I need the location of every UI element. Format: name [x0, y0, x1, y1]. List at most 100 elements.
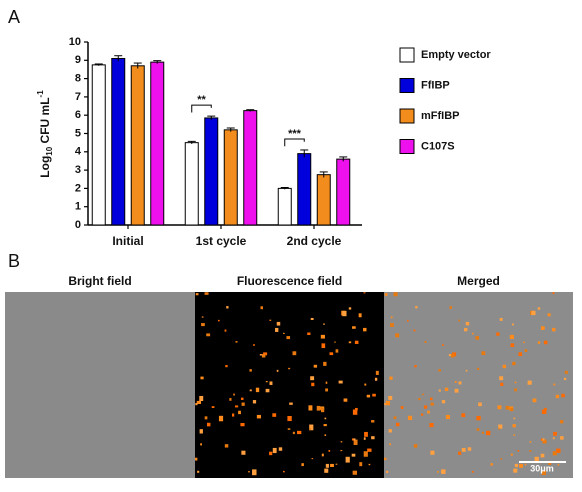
fluorescent-spot [240, 422, 245, 427]
fluorescent-spot [351, 438, 355, 441]
merged-spot [444, 387, 449, 392]
fluorescent-spot [325, 381, 328, 384]
fluorescent-spot [321, 453, 324, 457]
merged-spot [393, 416, 397, 420]
fluorescent-spot [311, 457, 314, 460]
y-tick-label: 5 [75, 127, 81, 139]
fluorescent-spot [275, 327, 279, 332]
fluorescent-spot [253, 344, 255, 346]
significance-bracket [284, 138, 305, 147]
merged-spot [413, 444, 418, 448]
fluorescent-spot [201, 323, 205, 327]
merged-spot [524, 349, 528, 352]
merged-spot [556, 448, 561, 453]
merged-spot [465, 321, 470, 326]
merged-spot [384, 457, 387, 461]
error-bar [226, 127, 235, 132]
fluorescent-spot [324, 468, 329, 473]
merged-spot [485, 430, 491, 436]
merged-spot [544, 407, 547, 411]
fluorescent-spot [310, 317, 314, 321]
error-bar [339, 156, 348, 162]
merged-spot [481, 351, 486, 356]
fluorescent-spot [367, 448, 372, 452]
image-title: Merged [457, 274, 500, 288]
merged-spot [552, 292, 555, 295]
merged-spot [465, 369, 468, 372]
merged-spot [429, 397, 433, 401]
fluorescent-spot [363, 451, 368, 457]
fluorescent-spot [269, 451, 273, 456]
fluorescent-spot [308, 405, 313, 411]
merged-spot [517, 450, 520, 452]
fluorescent-spot [265, 380, 268, 383]
merged-spot [553, 383, 556, 386]
bar [91, 64, 106, 226]
fluorescent-spot [249, 389, 252, 392]
fluorescent-spot [313, 364, 318, 368]
merged-spot [534, 456, 539, 462]
merged-spot [510, 343, 515, 348]
legend-swatch [399, 47, 415, 63]
fluorescent-spot [225, 365, 228, 368]
merged-spot [509, 407, 514, 412]
y-tick-label: 7 [75, 91, 81, 103]
fluorescent-spot [287, 428, 291, 430]
bar [336, 158, 351, 226]
merged-spot [388, 429, 392, 433]
fluorescent-spot [343, 398, 348, 402]
merged-spot [514, 463, 518, 468]
significance-bracket [191, 104, 212, 113]
merged-spot [514, 388, 518, 392]
y-axis-label: Log10 CFU mL-1 [36, 90, 54, 178]
merged-spot [542, 438, 545, 441]
merged-spot [514, 381, 517, 384]
fluorescent-spot [197, 470, 200, 473]
merged-spot [541, 326, 545, 330]
merged-spot [519, 463, 523, 468]
fluorescent-spot [325, 388, 329, 392]
merged-spot [461, 447, 466, 452]
merged-spot [560, 420, 564, 424]
merged-spot [438, 369, 441, 372]
merged-spot [476, 416, 481, 421]
fluorescent-spot [206, 422, 211, 427]
fluorescent-spot [238, 410, 241, 415]
merged-spot [512, 323, 514, 326]
fluorescent-spot [218, 415, 224, 422]
fluorescent-spot [335, 349, 339, 353]
merged-spot [499, 376, 504, 381]
fluorescent-spot [288, 367, 291, 370]
significance-label: *** [288, 128, 302, 140]
merged-spot [541, 409, 547, 414]
fluorescent-spot [323, 424, 327, 427]
merged-spot [518, 352, 523, 356]
merged-spot [395, 422, 400, 427]
fluorescent-spot [320, 334, 325, 339]
bright-field-image [5, 292, 195, 478]
fluorescent-spot [224, 329, 227, 332]
error-bar [280, 186, 289, 190]
fluorescent-spot [296, 430, 302, 435]
panel-label: A [8, 7, 20, 27]
merged-spot [386, 470, 389, 473]
fluorescent-spot [325, 463, 329, 468]
error-bar [246, 109, 255, 112]
fluorescent-spot [200, 376, 204, 380]
bar [204, 117, 219, 226]
merged-spot [564, 370, 568, 374]
fluorescent-spot [241, 450, 246, 455]
fluorescent-spot [292, 351, 297, 356]
image-title: Bright field [68, 274, 131, 288]
merged-spot [418, 398, 421, 401]
merged-spot [547, 313, 551, 317]
legend-label: C107S [421, 140, 455, 152]
merged-spot [510, 453, 513, 456]
fluorescent-spot [371, 436, 375, 440]
merged-spot [423, 405, 428, 409]
fluorescent-spot [276, 369, 279, 372]
merged-spot [424, 340, 427, 343]
y-label-base: Log [38, 156, 52, 178]
y-tick-label: 10 [69, 36, 81, 48]
fluorescent-spot [328, 450, 331, 452]
